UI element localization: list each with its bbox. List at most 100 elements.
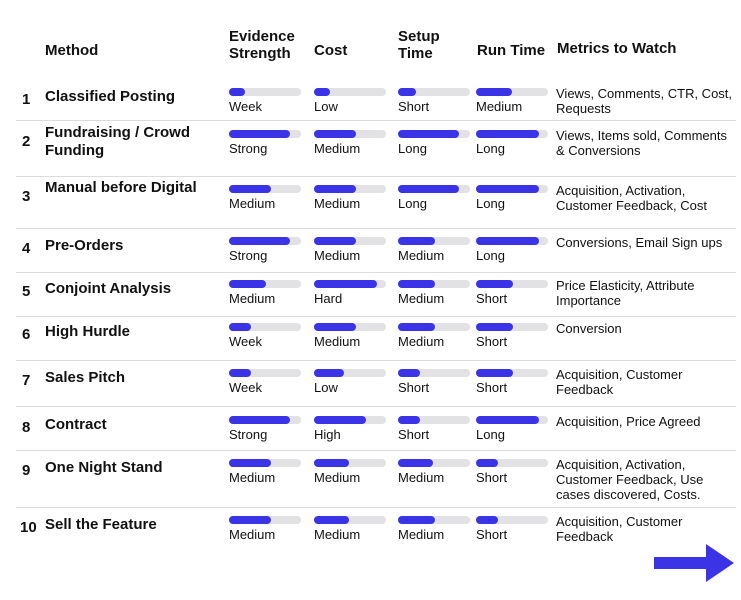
header-setup-line1: Setup — [398, 28, 440, 45]
cost-cell: Medium — [314, 323, 390, 349]
evidence-cell: Medium — [229, 516, 305, 542]
row-divider — [16, 120, 736, 121]
runtime-cell: Short — [476, 280, 552, 306]
evidence-bar-fill — [229, 280, 266, 288]
runtime-bar-track — [476, 185, 548, 193]
cost-bar-fill — [314, 369, 344, 377]
cost-bar-fill — [314, 237, 356, 245]
evidence-bar-track — [229, 88, 301, 96]
cost-bar-track — [314, 280, 386, 288]
row-divider — [16, 272, 736, 273]
arrow-right-icon[interactable] — [652, 538, 736, 588]
row-number: 2 — [22, 133, 31, 150]
runtime-level-label: Long — [476, 427, 505, 442]
evidence-cell: Strong — [229, 237, 305, 263]
cost-level-label: Low — [314, 99, 338, 114]
method-name: Manual before Digital — [45, 179, 197, 196]
header-evidence-line2: Strength — [229, 45, 291, 62]
runtime-bar-track — [476, 459, 548, 467]
setup-bar-fill — [398, 280, 435, 288]
runtime-cell: Short — [476, 369, 552, 395]
evidence-level-label: Strong — [229, 141, 268, 156]
evidence-bar-track — [229, 323, 301, 331]
cost-bar-fill — [314, 516, 349, 524]
runtime-bar-track — [476, 237, 548, 245]
setup-bar-track — [398, 459, 470, 467]
metrics-text: Views, Comments, CTR, Cost, Requests — [556, 86, 733, 116]
setup-bar-track — [398, 323, 470, 331]
runtime-bar-fill — [476, 323, 513, 331]
evidence-bar-fill — [229, 369, 251, 377]
method-name: Pre-Orders — [45, 237, 124, 254]
runtime-cell: Short — [476, 323, 552, 349]
cost-bar-track — [314, 237, 386, 245]
method-name: High Hurdle — [45, 323, 130, 340]
cost-bar-fill — [314, 185, 356, 193]
header-evidence-line1: Evidence — [229, 28, 295, 45]
evidence-bar-track — [229, 237, 301, 245]
evidence-bar-track — [229, 416, 301, 424]
row-divider — [16, 176, 736, 177]
evidence-bar-fill — [229, 88, 245, 96]
metrics-text: Acquisition, Customer Feedback — [556, 367, 683, 397]
evidence-cell: Medium — [229, 459, 305, 485]
runtime-bar-fill — [476, 185, 539, 193]
runtime-cell: Long — [476, 416, 552, 442]
evidence-cell: Medium — [229, 185, 305, 211]
cost-cell: Medium — [314, 516, 390, 542]
runtime-bar-fill — [476, 416, 539, 424]
row-number: 8 — [22, 419, 31, 436]
setup-level-label: Short — [398, 427, 430, 442]
evidence-cell: Week — [229, 88, 305, 114]
runtime-cell: Short — [476, 459, 552, 485]
setup-level-label: Long — [398, 141, 427, 156]
cost-level-label: Medium — [314, 470, 361, 485]
evidence-level-label: Week — [229, 99, 262, 114]
runtime-bar-track — [476, 369, 548, 377]
setup-level-label: Long — [398, 196, 427, 211]
cost-cell: High — [314, 416, 390, 442]
evidence-bar-fill — [229, 130, 290, 138]
runtime-bar-fill — [476, 369, 513, 377]
setup-bar-fill — [398, 369, 420, 377]
cost-bar-fill — [314, 459, 349, 467]
cost-level-label: High — [314, 427, 341, 442]
cost-bar-track — [314, 130, 386, 138]
row-number: 5 — [22, 283, 31, 300]
method-name: Conjoint Analysis — [45, 280, 172, 297]
runtime-bar-track — [476, 280, 548, 288]
runtime-cell: Long — [476, 130, 552, 156]
header-run-time: Run Time — [477, 42, 546, 59]
evidence-level-label: Medium — [229, 470, 276, 485]
cost-bar-track — [314, 323, 386, 331]
row-number: 3 — [22, 188, 31, 205]
metrics-text: Conversions, Email Sign ups — [556, 235, 723, 250]
setup-bar-track — [398, 237, 470, 245]
row-number: 4 — [22, 240, 31, 257]
metrics-text: Acquisition, Activation, Customer Feedba… — [556, 457, 704, 502]
row-number: 1 — [22, 91, 31, 108]
evidence-cell: Medium — [229, 280, 305, 306]
setup-cell: Short — [398, 416, 474, 442]
runtime-bar-fill — [476, 130, 539, 138]
evidence-bar-fill — [229, 185, 271, 193]
header-method: Method — [45, 42, 99, 59]
setup-level-label: Medium — [398, 334, 445, 349]
header-setup-line2: Time — [398, 45, 433, 62]
cost-cell: Low — [314, 88, 390, 114]
runtime-level-label: Short — [476, 380, 508, 395]
cost-bar-fill — [314, 130, 356, 138]
evidence-bar-fill — [229, 459, 271, 467]
cost-level-label: Low — [314, 380, 338, 395]
method-name: Contract — [45, 416, 107, 433]
evidence-level-label: Week — [229, 380, 262, 395]
evidence-level-label: Strong — [229, 248, 268, 263]
runtime-level-label: Long — [476, 248, 505, 263]
cost-bar-track — [314, 185, 386, 193]
row-number: 7 — [22, 372, 31, 389]
row-divider — [16, 507, 736, 508]
cost-cell: Medium — [314, 185, 390, 211]
setup-level-label: Medium — [398, 527, 445, 542]
cost-level-label: Medium — [314, 248, 361, 263]
row-number: 10 — [20, 519, 37, 536]
